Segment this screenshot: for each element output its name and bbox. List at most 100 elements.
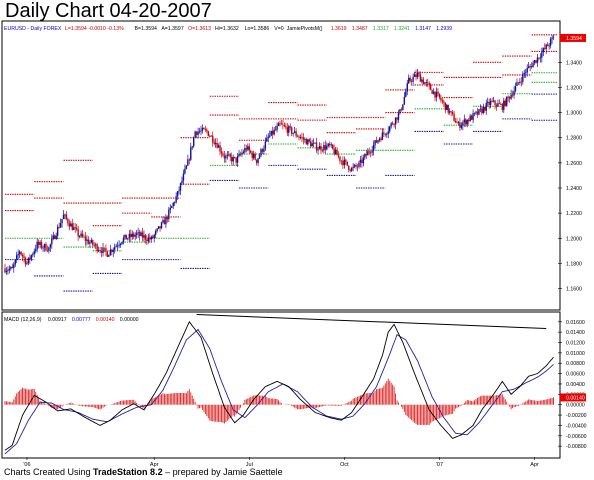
candle-body	[415, 74, 417, 78]
candle-body	[152, 236, 154, 239]
candle-body	[495, 104, 498, 107]
candle-body	[239, 153, 242, 155]
price-tick-label: 1.2600	[566, 161, 582, 167]
candle-body	[539, 57, 542, 59]
candle-body	[162, 220, 164, 223]
candle-body	[435, 91, 438, 98]
last-price-label: 1.3594	[566, 36, 582, 42]
candle-body	[387, 131, 389, 134]
candle-body	[150, 236, 152, 240]
candle-body	[511, 94, 514, 96]
candle-body	[229, 154, 231, 157]
macd-tick-label: 0.00800	[566, 361, 585, 367]
candle-body	[429, 84, 432, 90]
candle-body	[128, 233, 131, 239]
candle-body	[443, 101, 445, 103]
candle-body	[406, 83, 408, 92]
price-legend-item-13: 1.3147	[415, 26, 431, 32]
candle-body	[121, 241, 123, 244]
candle-body	[397, 113, 400, 120]
candle-body	[484, 106, 486, 111]
candle-body	[64, 214, 66, 216]
candle-body	[108, 254, 110, 257]
candle-body	[87, 239, 90, 244]
candle-body	[244, 148, 246, 153]
candle-body	[400, 109, 403, 111]
candle-body	[532, 62, 534, 68]
candle-body	[479, 108, 482, 110]
price-legend-item-3: A=1.3597	[161, 26, 183, 32]
candle-body	[168, 209, 170, 220]
macd-tick-label: 0.01400	[566, 330, 585, 336]
candle-body	[283, 125, 286, 127]
macd-tick-label: -0.00600	[566, 434, 587, 440]
candle-body	[175, 196, 177, 203]
candle-body	[473, 112, 476, 114]
candle-body	[317, 149, 319, 151]
candle-body	[339, 156, 341, 161]
macd-tick-label: 0.00000	[566, 403, 585, 409]
macd-tick-label: 0.00600	[566, 372, 585, 378]
price-tick-label: 1.2400	[566, 186, 582, 192]
candle-body	[7, 270, 9, 272]
price-tick-label: 1.3400	[566, 60, 582, 66]
candle-body	[330, 144, 332, 146]
candle-body	[5, 270, 8, 273]
candle-body	[428, 83, 430, 85]
candle-body	[17, 254, 19, 256]
candle-body	[115, 245, 117, 248]
macd-legend-item-3: 0.00140	[96, 317, 115, 323]
candle-body	[106, 251, 109, 257]
candle-body	[419, 74, 422, 82]
candle-body	[258, 155, 261, 159]
candle-body	[94, 244, 97, 246]
candle-body	[40, 242, 43, 248]
price-legend-item-9: 1.3619	[331, 26, 347, 32]
candle-body	[498, 103, 501, 105]
candle-body	[402, 104, 404, 110]
candle-body	[4, 268, 6, 273]
candle-body	[172, 202, 174, 207]
time-tick-label: Apr	[150, 462, 159, 468]
candle-body	[212, 135, 214, 143]
candle-body	[448, 111, 451, 113]
candle-body	[134, 235, 136, 237]
candle-body	[488, 101, 490, 106]
candle-body	[154, 231, 157, 235]
macd-axis: 0.01600 0.01400 0.01200 0.01000 0.00800 0.006…	[558, 320, 587, 450]
macd-tick-label: -0.00800	[566, 444, 587, 450]
macd-legend-item-4: 0.00000	[120, 317, 139, 323]
candle-body	[197, 131, 199, 135]
price-legend-item-2: B=1.3594	[135, 26, 157, 32]
candle-body	[393, 124, 395, 126]
price-tick-label: 1.2000	[566, 236, 582, 242]
candle-body	[551, 37, 553, 39]
candle-body	[459, 122, 461, 128]
candle-body	[192, 137, 195, 147]
price-tick-label: 1.2800	[566, 136, 582, 142]
candle-body	[381, 132, 384, 140]
candle-body	[73, 227, 75, 230]
candle-body	[377, 140, 379, 143]
candle-body	[308, 139, 310, 142]
candle-body	[367, 151, 369, 156]
candle-body	[165, 217, 167, 225]
candle-body	[153, 234, 155, 239]
macd-tick-label: 0.01000	[566, 351, 585, 357]
candle-body	[84, 236, 87, 241]
candle-body	[336, 149, 338, 156]
macd-legend-item-0: MACD (12,26,9)	[4, 317, 42, 323]
macd-legend-item-2: 0.00777	[72, 317, 91, 323]
macd-tick-label: 0.01600	[566, 320, 585, 326]
candle-body	[312, 142, 315, 144]
candle-body	[500, 104, 502, 105]
candle-body	[223, 155, 226, 159]
candle-body	[447, 104, 449, 113]
candle-body	[279, 123, 281, 125]
candle-body	[375, 140, 378, 143]
candle-body	[204, 129, 207, 130]
time-axis: '06 Apr Jul Oct '07 Apr	[23, 457, 539, 468]
candle-body	[266, 137, 268, 142]
candle-body	[383, 132, 385, 134]
candle-body	[542, 48, 544, 53]
